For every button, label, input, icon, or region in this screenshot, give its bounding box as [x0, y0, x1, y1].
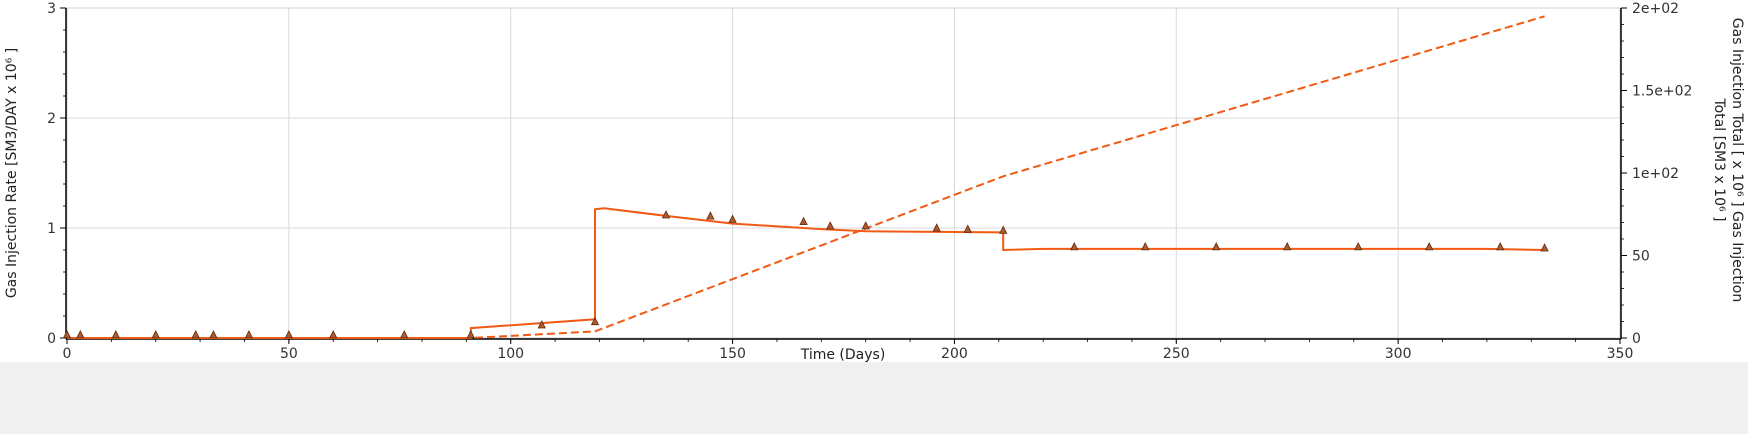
data-point-marker — [826, 221, 835, 230]
data-point-marker — [661, 210, 671, 219]
y-left-tick-label: 3 — [47, 1, 56, 17]
data-point-marker — [932, 223, 941, 232]
y-left-tick-label: 2 — [47, 111, 56, 127]
data-point-marker — [706, 211, 715, 220]
data-point-marker — [1070, 242, 1079, 251]
x-tick-label: 100 — [497, 346, 524, 362]
data-point-marker — [76, 330, 85, 339]
data-point-marker — [329, 330, 338, 339]
chart-panel: 0 50 100 150 200 250 300 350 0 1 2 3 0 50 1e+02 1.5e+02… — [0, 0, 1748, 362]
data-point-marker — [537, 320, 546, 329]
data-point-marker — [861, 221, 870, 230]
y-right-tick-label: 1e+02 — [1632, 166, 1679, 182]
footer-bar — [0, 362, 1748, 434]
data-point-marker — [191, 330, 200, 339]
x-axis-title: Time (Days) — [800, 347, 886, 362]
y-right-tick-label: 0 — [1632, 331, 1641, 347]
data-point-marker — [466, 330, 475, 339]
y-right-axis-title-line1: Gas Injection Total [ x 10⁶ ] Gas Inject… — [1729, 18, 1745, 302]
data-point-marker — [999, 225, 1008, 234]
x-tick-label: 250 — [1163, 346, 1190, 362]
data-point-marker — [1354, 242, 1363, 251]
injection-rate-line — [67, 207, 1545, 339]
data-point-marker — [151, 330, 160, 339]
x-tick-label: 0 — [63, 346, 72, 362]
data-point-marker — [590, 316, 600, 326]
x-tick-label: 50 — [280, 346, 298, 362]
y-right-tick-label: 50 — [1632, 249, 1650, 265]
y-left-tick-label: 0 — [47, 331, 56, 347]
data-point-marker — [244, 330, 254, 339]
data-point-marker — [728, 214, 737, 223]
data-point-marker — [62, 330, 72, 339]
y-left-axis-title: Gas Injection Rate [SM3/DAY x 10⁶ ] — [4, 48, 20, 298]
data-point-marker — [1283, 242, 1292, 251]
y-right-tick-label: 1.5e+02 — [1632, 84, 1692, 100]
data-point-marker — [111, 330, 120, 339]
data-point-marker — [1141, 242, 1150, 251]
data-point-marker — [963, 224, 972, 233]
y-right-tick-label: 2e+02 — [1632, 1, 1679, 17]
y-left-tick-label: 1 — [47, 221, 56, 237]
gas-injection-chart: 0 50 100 150 200 250 300 35001230501e+021.5e+02… — [4, 1, 1745, 362]
x-tick-label: 150 — [719, 346, 746, 362]
data-point-marker — [799, 216, 808, 226]
data-point-marker — [284, 330, 294, 339]
x-tick-label: 300 — [1385, 346, 1412, 362]
data-point-marker — [1496, 242, 1505, 251]
y-right-axis-title-line2: Total [SM3 x 10⁶ ] — [1711, 97, 1727, 221]
plot-area — [66, 7, 1621, 339]
data-point-marker — [209, 330, 218, 339]
data-point-marker — [1425, 242, 1434, 251]
x-tick-label: 350 — [1607, 346, 1634, 362]
data-point-marker — [1212, 242, 1221, 251]
x-tick-label: 200 — [941, 346, 968, 362]
data-point-marker — [1540, 243, 1549, 252]
grid-lines — [66, 7, 1621, 339]
axis-ticks: 0 50 100 150 200 250 300 35001230501e+021.5e+02… — [47, 1, 1692, 362]
data-point-marker — [400, 330, 409, 339]
marker-layer — [62, 210, 1549, 339]
